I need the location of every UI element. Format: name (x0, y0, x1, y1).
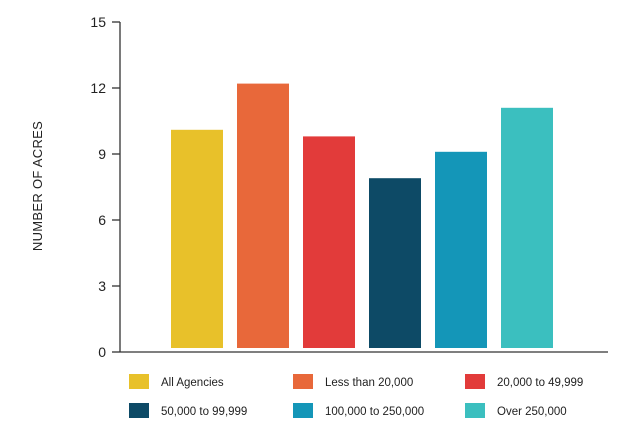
legend-label-1: All Agencies (161, 377, 224, 389)
y-axis: 0 3 6 9 12 15 (90, 14, 121, 360)
y-tick-label: 9 (98, 146, 106, 162)
bar-1 (171, 129, 223, 348)
legend-swatch-1 (129, 374, 149, 389)
legend: All Agencies Less than 20,000 20,000 to 49… (129, 374, 583, 418)
y-tick-label: 15 (90, 14, 106, 30)
y-tick-label: 6 (98, 212, 106, 228)
legend-swatch-5 (293, 403, 313, 418)
legend-label-5: 100,000 to 250,000 (325, 406, 424, 418)
legend-swatch-4 (129, 403, 149, 418)
bar-6 (501, 107, 553, 348)
legend-label-4: 50,000 to 99,999 (161, 406, 247, 418)
y-axis-title: NUMBER OF ACRES (30, 121, 45, 251)
y-tick-label: 12 (90, 80, 106, 96)
legend-swatch-3 (465, 374, 485, 389)
legend-label-6: Over 250,000 (497, 406, 567, 418)
legend-label-3: 20,000 to 49,999 (497, 377, 583, 389)
bars (171, 83, 553, 348)
bar-2 (237, 83, 289, 348)
bar-5 (435, 151, 487, 348)
bar-4 (369, 178, 421, 348)
bar-3 (303, 136, 355, 348)
y-tick-label: 3 (98, 278, 106, 294)
legend-swatch-2 (293, 374, 313, 389)
legend-swatch-6 (465, 403, 485, 418)
y-tick-label: 0 (98, 344, 106, 360)
legend-label-2: Less than 20,000 (325, 377, 413, 389)
